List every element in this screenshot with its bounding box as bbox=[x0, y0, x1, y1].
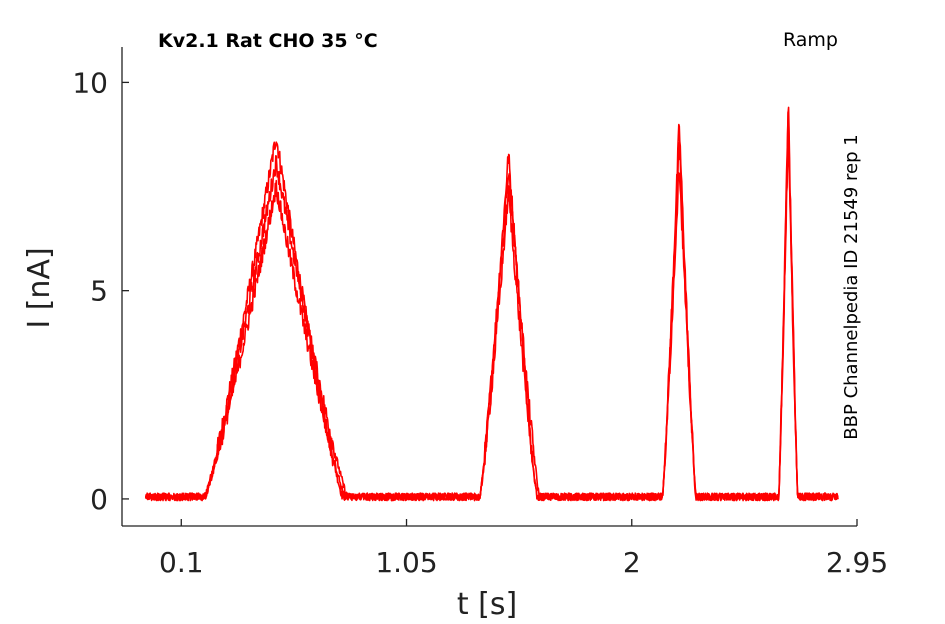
chart-title: Kv2.1 Rat CHO 35 °C bbox=[158, 30, 378, 52]
x-tick-label: 2 bbox=[623, 546, 641, 579]
trace-group bbox=[144, 106, 839, 502]
x-tick-group: 0.1 1.05 2 2.95 bbox=[159, 519, 888, 579]
y-tick-label: 10 bbox=[72, 66, 108, 99]
x-tick-label: 2.95 bbox=[826, 546, 888, 579]
protocol-label: Ramp bbox=[783, 29, 838, 51]
x-axis-label: t [s] bbox=[457, 587, 517, 622]
y-tick-label: 0 bbox=[90, 483, 108, 516]
side-note: BBP Channelpedia ID 21549 rep 1 bbox=[841, 134, 862, 439]
x-tick-label: 0.1 bbox=[159, 546, 204, 579]
x-tick-label: 1.05 bbox=[375, 546, 437, 579]
y-axis-label: I [nA] bbox=[22, 247, 57, 328]
y-tick-group: 0 5 10 bbox=[72, 66, 129, 516]
y-tick-label: 5 bbox=[90, 275, 108, 308]
trace-line-3 bbox=[145, 130, 839, 502]
